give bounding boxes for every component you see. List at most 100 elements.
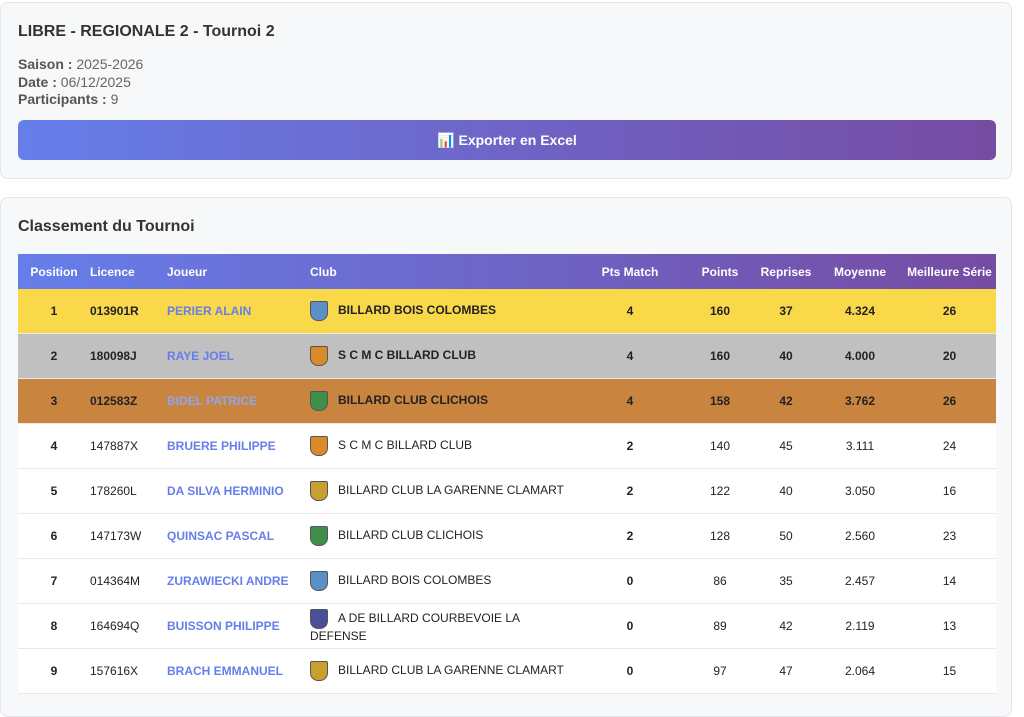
player-name: DA SILVA HERMINIO (167, 484, 284, 498)
cell: 140 (685, 423, 755, 469)
cell: 13 (903, 603, 996, 649)
cell: PERIER ALAIN (167, 289, 310, 334)
cell: S C M C BILLARD CLUB (310, 423, 575, 469)
cell: RAYE JOEL (167, 333, 310, 379)
cell: QUINSAC PASCAL (167, 513, 310, 559)
cell: 40 (755, 333, 817, 379)
cell: S C M C BILLARD CLUB (310, 333, 575, 379)
cell: 160 (685, 289, 755, 334)
cell: 4 (575, 333, 685, 379)
cell: 4.324 (817, 289, 903, 334)
club-icon (310, 526, 328, 546)
export-button[interactable]: 📊 Exporter en Excel (18, 120, 996, 160)
cell: 0 (575, 648, 685, 694)
cell: 4 (575, 289, 685, 334)
club-name: BILLARD CLUB CLICHOIS (338, 528, 484, 543)
player-name: ZURAWIECKI ANDRE (167, 574, 289, 588)
club-name: S C M C BILLARD CLUB (338, 348, 476, 363)
club-name: BILLARD CLUB LA GARENNE CLAMART (338, 663, 564, 678)
cell: 012583Z (90, 378, 167, 424)
cell: 013901R (90, 289, 167, 334)
info-value: 9 (110, 91, 119, 107)
cell: 147173W (90, 513, 167, 559)
player-name: BRACH EMMANUEL (167, 664, 283, 678)
cell: 147887X (90, 423, 167, 469)
column-header: Points (701, 264, 739, 279)
cell: 86 (685, 558, 755, 604)
cell: 26 (903, 289, 996, 334)
info-label: Date : (18, 73, 57, 90)
ranking-row: 6 147173W QUINSAC PASCAL BILLARD CLUB CLICH… (18, 513, 996, 559)
cell: 40 (755, 468, 817, 514)
ranking-table: Position Licence Joueur Club Pts Match Points… (18, 254, 996, 694)
cell: A DE BILLARD COURBEVOIE LA DEFENSE (310, 603, 575, 649)
cell: 4 (18, 423, 90, 469)
column-header: Meilleure Série (907, 264, 992, 279)
cell: 42 (755, 378, 817, 424)
column-header: Moyenne (833, 264, 886, 279)
cell: 23 (903, 513, 996, 559)
club-icon (310, 481, 328, 501)
cell: 35 (755, 558, 817, 604)
info-value: 2025-2026 (76, 56, 144, 72)
club-icon (310, 436, 328, 456)
cell: 2 (575, 423, 685, 469)
cell: BILLARD BOIS COLOMBES (310, 558, 575, 604)
cell: BILLARD CLUB LA GARENNE CLAMART (310, 468, 575, 514)
column-header: Reprises (760, 264, 812, 279)
cell: ZURAWIECKI ANDRE (167, 558, 310, 604)
cell: 2.560 (817, 513, 903, 559)
player-name: BIDEL PATRICE (167, 394, 258, 408)
cell: 15 (903, 648, 996, 694)
cell: 2.119 (817, 603, 903, 649)
info-value: 06/12/2025 (60, 73, 131, 90)
column-header: Club (310, 264, 337, 279)
cell: 3 (18, 378, 90, 424)
cell: 16 (903, 468, 996, 514)
ranking-row: 1 013901R PERIER ALAIN BILLARD BOIS COLOMBE… (18, 289, 996, 334)
cell: 5 (18, 468, 90, 514)
info-label: Participants : (18, 91, 107, 107)
cell: 24 (903, 423, 996, 469)
cell: 89 (685, 603, 755, 649)
club-name: BILLARD BOIS COLOMBES (338, 573, 492, 588)
cell: BUISSON PHILIPPE (167, 603, 310, 649)
club-name: S C M C BILLARD CLUB (338, 438, 473, 453)
cell: 42 (755, 603, 817, 649)
cell: 164694Q (90, 603, 167, 649)
cell: BRUERE PHILIPPE (167, 423, 310, 469)
player-name: BUISSON PHILIPPE (167, 619, 280, 633)
cell: 014364M (90, 558, 167, 604)
info: Saison : 2025-2026 Date : 06/12/2025 Parti… (18, 56, 143, 109)
cell: 2 (575, 513, 685, 559)
ranking-row: 5 178260L DA SILVA HERMINIO BILLARD CLUB LA… (18, 468, 996, 514)
player-name: RAYE JOEL (167, 349, 234, 363)
cell: 14 (903, 558, 996, 604)
cell: 0 (575, 603, 685, 649)
player-name: BRUERE PHILIPPE (167, 439, 276, 453)
ranking-row: 8 164694Q BUISSON PHILIPPE A DE BILLARD COU… (18, 603, 996, 649)
cell: 50 (755, 513, 817, 559)
ranking-row: 4 147887X BRUERE PHILIPPE S C M C BILLARD C… (18, 423, 996, 469)
club-icon (310, 571, 328, 591)
tournament-card: LIBRE - REGIONALE 2 - Tournoi 2 Saison :… (0, 2, 1012, 179)
ranking-title: Classement du Tournoi (18, 218, 195, 235)
cell: 4 (575, 378, 685, 424)
cell: 8 (18, 603, 90, 649)
cell: 0 (575, 558, 685, 604)
column-header: Joueur (167, 264, 208, 279)
cell: 2.064 (817, 648, 903, 694)
ranking-row: 7 014364M ZURAWIECKI ANDRE BILLARD BOIS COL… (18, 558, 996, 604)
ranking-row: 2 180098J RAYE JOEL S C M C BILLARD CLUB 4 16… (18, 333, 996, 379)
column-header: Licence (90, 264, 135, 279)
cell: 6 (18, 513, 90, 559)
cell: 20 (903, 333, 996, 379)
cell: 47 (755, 648, 817, 694)
cell: 2 (575, 468, 685, 514)
cell: 160 (685, 333, 755, 379)
club-icon (310, 391, 328, 411)
cell: 3.050 (817, 468, 903, 514)
cell: 1 (18, 289, 90, 334)
cell: 3.762 (817, 378, 903, 424)
